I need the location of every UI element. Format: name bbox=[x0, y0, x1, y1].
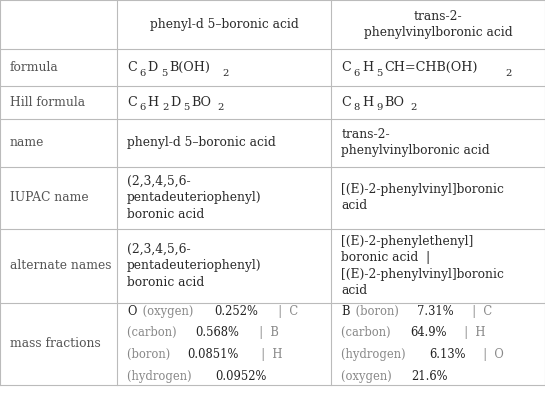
Text: D: D bbox=[170, 96, 180, 109]
Text: mass fractions: mass fractions bbox=[10, 337, 101, 350]
Text: H: H bbox=[362, 96, 373, 109]
Text: (2,3,4,5,6-
pentadeuteriophenyl)
boronic acid: (2,3,4,5,6- pentadeuteriophenyl) boronic… bbox=[127, 243, 262, 289]
Text: (hydrogen): (hydrogen) bbox=[127, 370, 195, 383]
Text: phenyl-d 5–boronic acid: phenyl-d 5–boronic acid bbox=[127, 136, 276, 149]
Text: 6.13%: 6.13% bbox=[429, 348, 466, 361]
Text: formula: formula bbox=[10, 61, 58, 74]
Text: |  H: | H bbox=[254, 348, 282, 361]
Text: 9: 9 bbox=[377, 103, 383, 112]
Text: alternate names: alternate names bbox=[10, 259, 111, 273]
Text: 0.0952%: 0.0952% bbox=[215, 370, 267, 383]
Text: 0.252%: 0.252% bbox=[214, 305, 258, 318]
Text: H: H bbox=[362, 61, 373, 74]
Text: 2: 2 bbox=[222, 69, 228, 78]
Text: C: C bbox=[341, 96, 351, 109]
Text: 6: 6 bbox=[140, 69, 146, 78]
Text: [(E)-2-phenylvinyl]boronic
acid: [(E)-2-phenylvinyl]boronic acid bbox=[341, 183, 504, 212]
Text: BO: BO bbox=[192, 96, 211, 109]
Text: C: C bbox=[127, 61, 137, 74]
Text: (boron): (boron) bbox=[127, 348, 174, 361]
Text: 8: 8 bbox=[354, 103, 360, 112]
Text: 5: 5 bbox=[376, 69, 383, 78]
Text: |  B: | B bbox=[252, 326, 279, 339]
Text: trans-2-
phenylvinylboronic acid: trans-2- phenylvinylboronic acid bbox=[364, 10, 512, 39]
Text: 7.31%: 7.31% bbox=[417, 305, 454, 318]
Text: B(OH): B(OH) bbox=[169, 61, 210, 74]
Text: |  O: | O bbox=[476, 348, 504, 361]
Text: 6: 6 bbox=[354, 69, 360, 78]
Text: name: name bbox=[10, 136, 44, 149]
Text: IUPAC name: IUPAC name bbox=[10, 191, 88, 204]
Text: 6: 6 bbox=[140, 103, 146, 112]
Text: C: C bbox=[127, 96, 137, 109]
Text: D: D bbox=[148, 61, 158, 74]
Text: 0.568%: 0.568% bbox=[196, 326, 240, 339]
Text: |  H: | H bbox=[457, 326, 486, 339]
Text: H: H bbox=[148, 96, 159, 109]
Text: 2: 2 bbox=[217, 103, 224, 112]
Text: 21.6%: 21.6% bbox=[411, 370, 448, 383]
Text: 2: 2 bbox=[410, 103, 417, 112]
Text: C: C bbox=[341, 61, 351, 74]
Text: (carbon): (carbon) bbox=[127, 326, 180, 339]
Text: O: O bbox=[127, 305, 136, 318]
Text: CH=CHB(OH): CH=CHB(OH) bbox=[384, 61, 478, 74]
Text: B: B bbox=[341, 305, 350, 318]
Text: trans-2-
phenylvinylboronic acid: trans-2- phenylvinylboronic acid bbox=[341, 128, 490, 158]
Text: 64.9%: 64.9% bbox=[410, 326, 446, 339]
Text: [(E)-2-phenylethenyl]
boronic acid  |
[(E)-2-phenylvinyl]boronic
acid: [(E)-2-phenylethenyl] boronic acid | [(E… bbox=[341, 234, 504, 297]
Text: |  C: | C bbox=[464, 305, 492, 318]
Text: 5: 5 bbox=[161, 69, 167, 78]
Text: 2: 2 bbox=[505, 69, 511, 78]
Text: BO: BO bbox=[385, 96, 404, 109]
Text: (2,3,4,5,6-
pentadeuteriophenyl)
boronic acid: (2,3,4,5,6- pentadeuteriophenyl) boronic… bbox=[127, 175, 262, 221]
Text: (boron): (boron) bbox=[352, 305, 403, 318]
Text: (carbon): (carbon) bbox=[341, 326, 395, 339]
Text: 2: 2 bbox=[162, 103, 168, 112]
Text: 5: 5 bbox=[184, 103, 190, 112]
Text: Hill formula: Hill formula bbox=[10, 96, 85, 109]
Text: (hydrogen): (hydrogen) bbox=[341, 348, 409, 361]
Text: phenyl-d 5–boronic acid: phenyl-d 5–boronic acid bbox=[150, 18, 299, 31]
Text: 0.0851%: 0.0851% bbox=[187, 348, 239, 361]
Text: |  C: | C bbox=[270, 305, 298, 318]
Text: (oxygen): (oxygen) bbox=[139, 305, 197, 318]
Text: (oxygen): (oxygen) bbox=[341, 370, 396, 383]
